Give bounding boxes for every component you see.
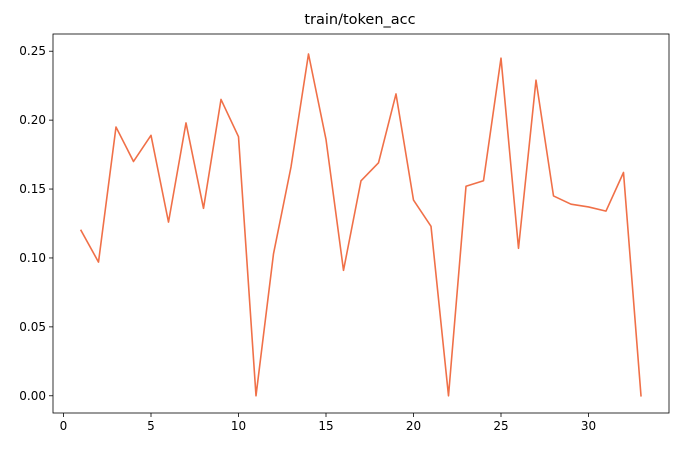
y-tick-label: 0.15: [19, 182, 46, 196]
x-tick-label: 25: [493, 419, 508, 433]
axes-frame: [52, 33, 670, 414]
series-line-0: [79, 53, 642, 397]
x-tick-label: 20: [406, 419, 421, 433]
y-tick-label: 0.10: [19, 251, 46, 265]
y-tick-label: 0.05: [19, 320, 46, 334]
y-tick-label: 0.20: [19, 113, 46, 127]
x-tick-label: 15: [318, 419, 333, 433]
plot-area: 0 5 10 15 20 25 30 0.00 0.05 0.10 0.15 0.20 0.25: [19, 33, 670, 433]
x-tick-label: 0: [60, 419, 68, 433]
y-tick-label: 0.25: [19, 44, 46, 58]
chart-title: train/token_acc: [304, 12, 415, 28]
x-tick-label: 30: [581, 419, 596, 433]
x-tick-label: 5: [147, 419, 155, 433]
x-tick-label: 10: [231, 419, 246, 433]
y-tick-label: 0.00: [19, 389, 46, 403]
